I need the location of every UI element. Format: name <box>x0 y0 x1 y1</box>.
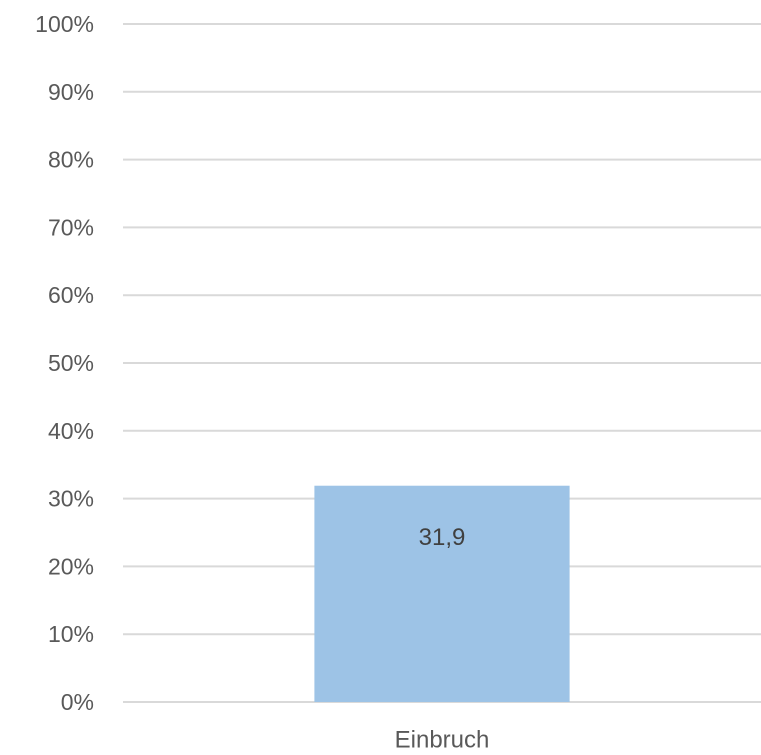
y-tick-label: 70% <box>48 214 94 240</box>
gridlines <box>123 23 761 703</box>
y-tick-label: 50% <box>48 350 94 376</box>
y-tick-label: 60% <box>48 282 94 308</box>
y-tick-label: 0% <box>61 689 94 715</box>
y-tick-label: 30% <box>48 486 94 512</box>
bars <box>314 485 570 702</box>
y-tick-label: 40% <box>48 418 94 444</box>
y-tick-label: 80% <box>48 147 94 173</box>
data-label: 31,9 <box>419 524 466 551</box>
bar-einbruch <box>314 485 570 702</box>
y-tick-label: 20% <box>48 553 94 579</box>
data-labels: 31,9 <box>419 524 466 551</box>
y-tick-label: 10% <box>48 621 94 647</box>
y-axis-ticks: 0% 10% 20% 30% 40% 50% 60% 70% 80% 90% 100% <box>35 11 94 715</box>
y-tick-label: 90% <box>48 79 94 105</box>
x-axis-ticks: Einbruch <box>395 727 490 754</box>
y-tick-label: 100% <box>35 11 94 37</box>
x-tick-label: Einbruch <box>395 727 490 754</box>
